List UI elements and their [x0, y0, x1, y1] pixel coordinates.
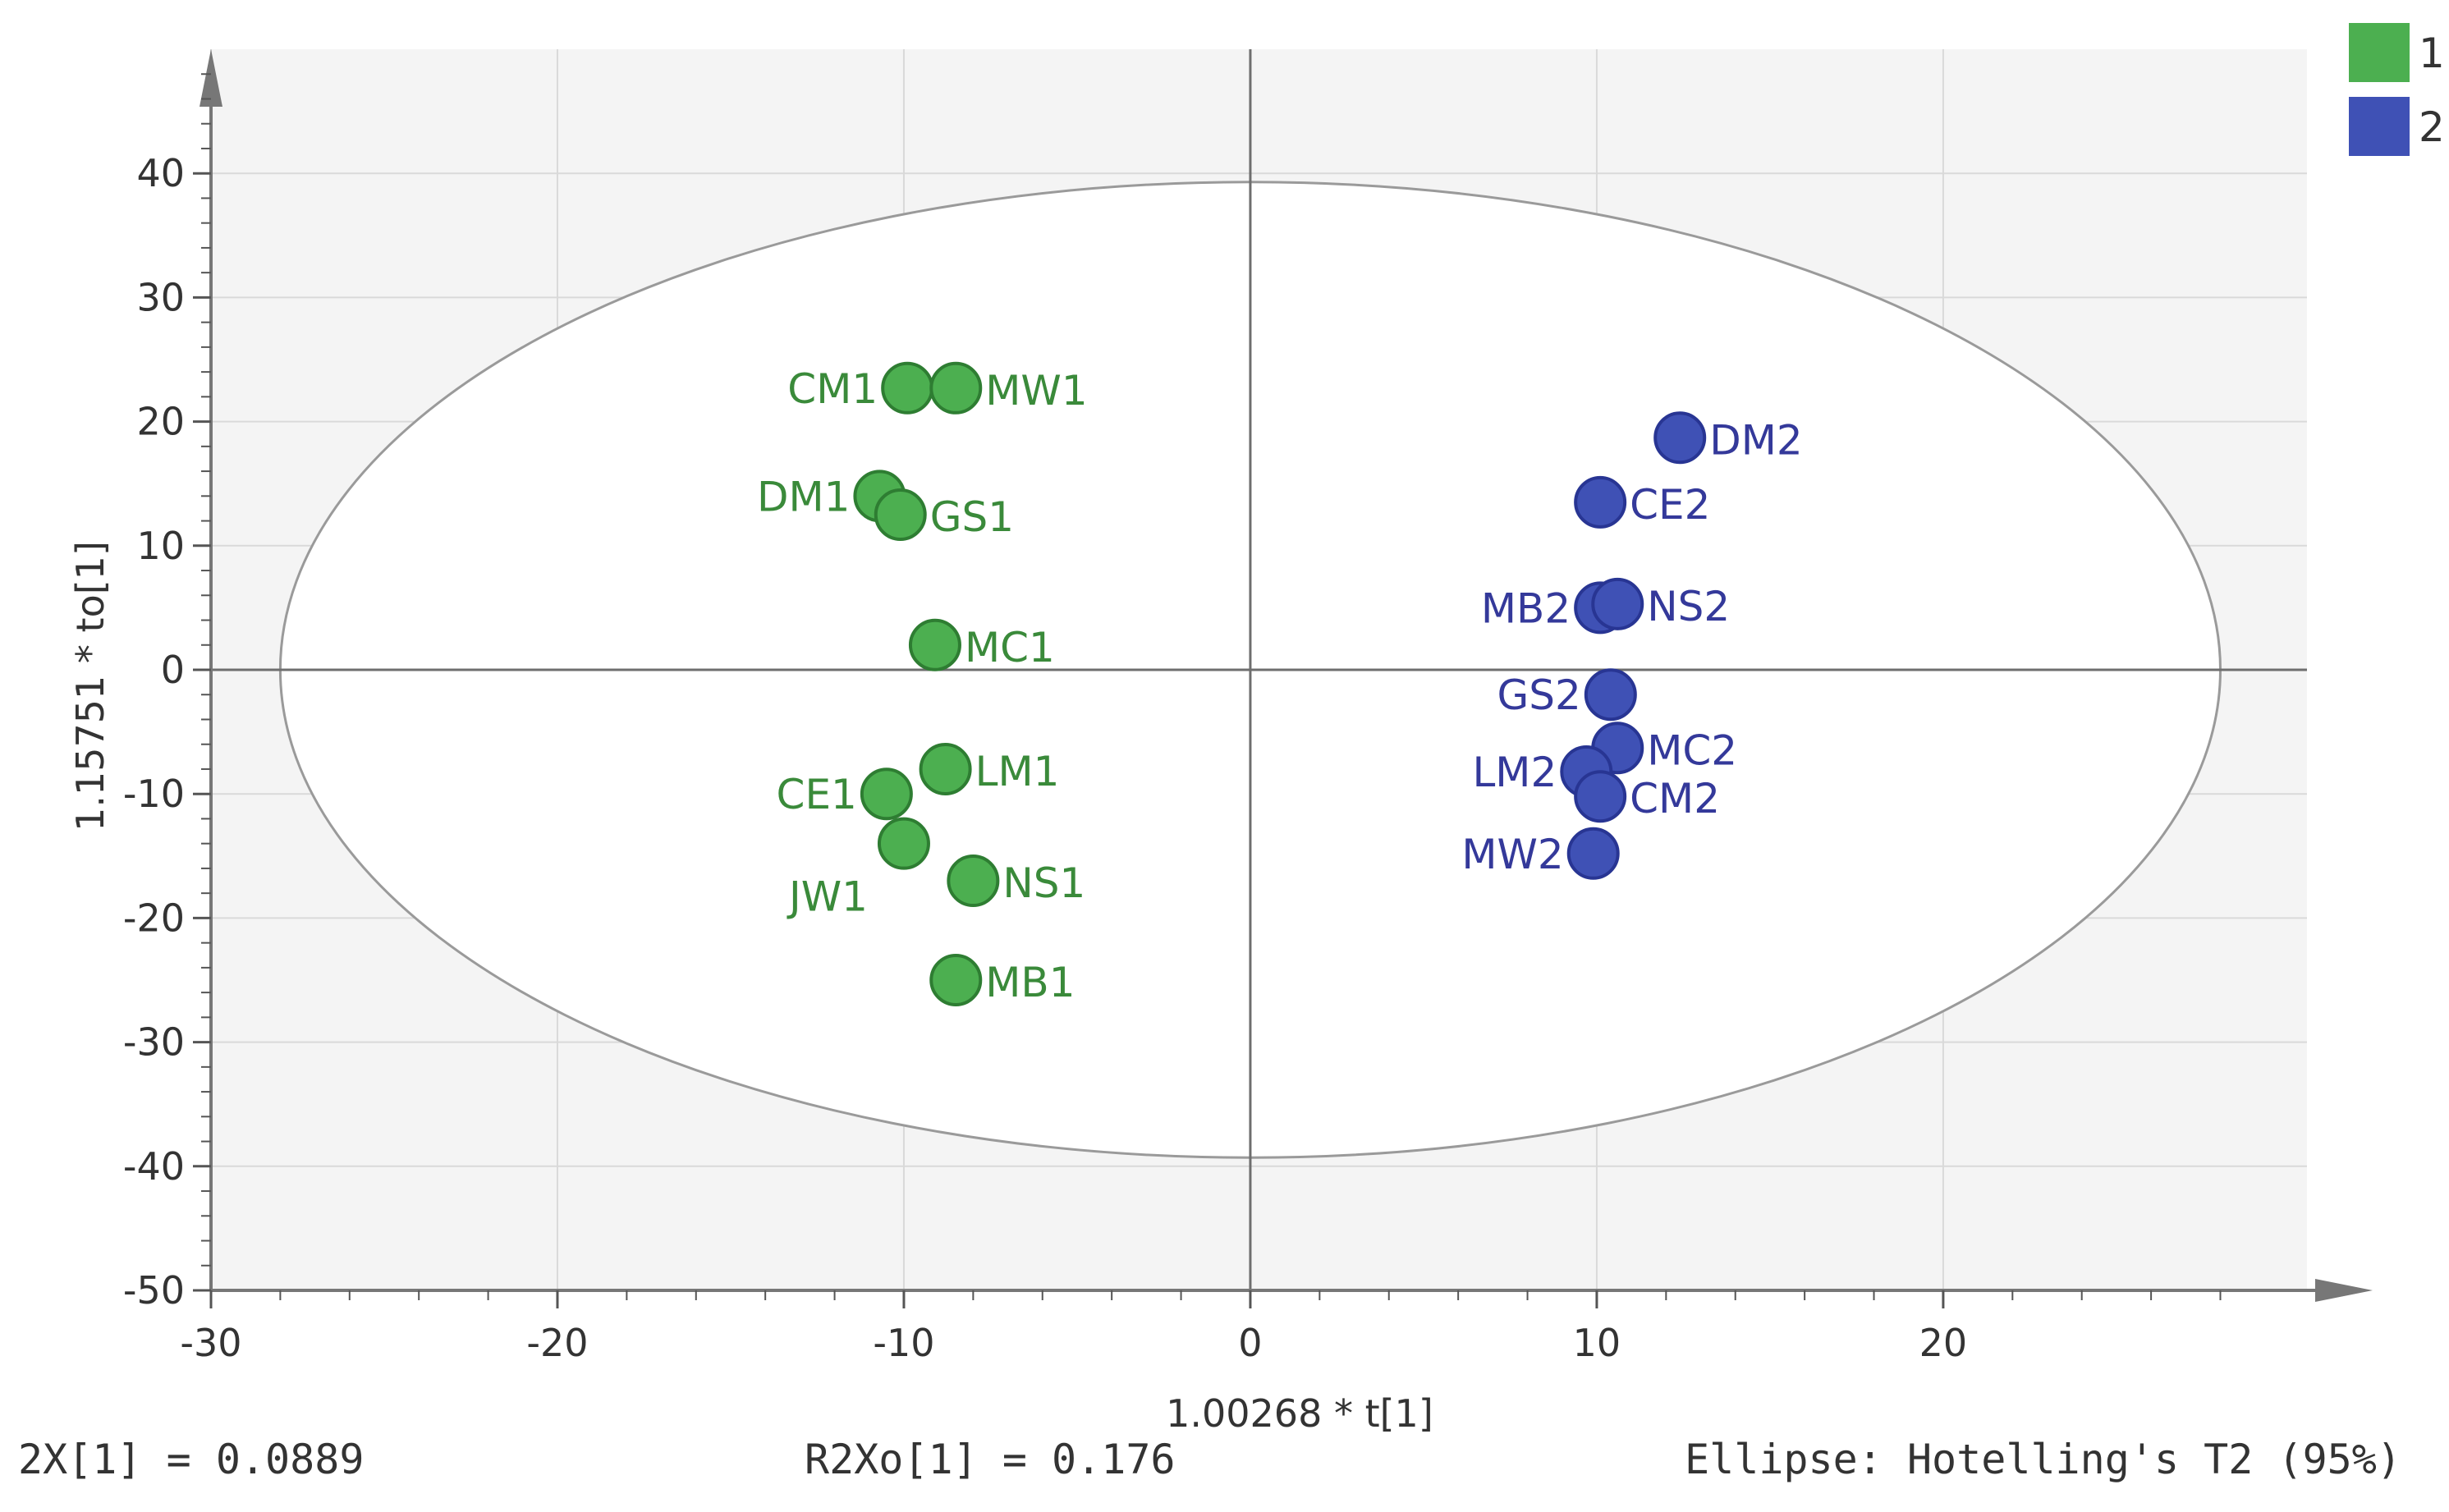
y-axis-title: 1.15751 * to[1] [68, 541, 112, 832]
footer-r2x: 2X[1] = 0.0889 [18, 1436, 364, 1483]
point-MW2 [1566, 827, 1620, 880]
point-CE2 [1574, 475, 1627, 529]
y-tick-label: 0 [161, 648, 185, 692]
point-label-JW1: JW1 [787, 873, 868, 921]
point-label-MC1: MC1 [965, 624, 1055, 671]
y-axis-arrow [199, 49, 222, 107]
y-tick-label: -50 [123, 1268, 185, 1313]
point-label-MC2: MC2 [1647, 726, 1737, 774]
x-axis-arrow [2315, 1279, 2373, 1302]
point-CM2 [1574, 770, 1627, 823]
x-tick-label: 0 [1238, 1321, 1262, 1365]
point-label-CE1: CE1 [777, 771, 857, 818]
point-label-MB1: MB1 [985, 959, 1075, 1006]
point-CM1 [881, 361, 934, 415]
y-tick-label: -30 [123, 1020, 185, 1065]
y-tick-label: -20 [123, 896, 185, 940]
legend-label-1: 1 [2419, 30, 2445, 77]
x-tick-label: -30 [180, 1321, 241, 1365]
x-tick-label: -20 [526, 1321, 588, 1365]
point-label-CM2: CM2 [1630, 775, 1720, 822]
data-points: CM1 MW1 DM1 GS1 MC1 LM1 CE1 JW1 NS1 MB1 DM2 CE2 MB2 N… [757, 361, 1803, 1006]
legend-swatch-1 [2349, 23, 2410, 82]
point-label-MW1: MW1 [985, 367, 1087, 415]
series-1: CM1 MW1 DM1 GS1 MC1 LM1 CE1 JW1 NS1 MB1 [757, 361, 1088, 1006]
y-tick-label: -40 [123, 1144, 185, 1189]
point-GS1 [874, 488, 927, 541]
point-LM1 [919, 742, 972, 795]
point-NS2 [1591, 577, 1644, 630]
point-label-CE2: CE2 [1630, 481, 1710, 529]
point-label-MB2: MB2 [1481, 584, 1571, 632]
point-MC1 [908, 618, 961, 671]
axes [199, 49, 2373, 1302]
point-label-GS1: GS1 [930, 493, 1014, 541]
legend: 12 [2349, 23, 2445, 156]
point-label-CM1: CM1 [787, 365, 878, 413]
point-NS1 [947, 855, 1000, 908]
point-CE1 [860, 767, 913, 821]
point-MW1 [929, 361, 983, 415]
y-tick-label: 10 [136, 524, 185, 568]
footer-ellipse-note: Ellipse: Hotelling's T2 (95%) [1685, 1436, 2401, 1483]
y-tick-label: 20 [136, 400, 185, 444]
y-tick-label: 40 [136, 151, 185, 195]
point-label-NS2: NS2 [1647, 583, 1730, 630]
x-tick-label: 10 [1573, 1321, 1621, 1365]
point-MB1 [929, 954, 983, 1006]
legend-label-2: 2 [2419, 103, 2445, 151]
series-2: DM2 CE2 MB2 NS2 GS2 MC2 LM2 CM2 MW2 [1461, 411, 1803, 880]
zero-lines [211, 49, 2307, 1290]
y-tick-label: 30 [136, 275, 185, 319]
x-axis-title: 1.00268 * t[1] [1166, 1391, 1433, 1436]
point-DM2 [1653, 411, 1707, 465]
axis-ticks: -30 -20 -10 0 10 20 40 30 20 10 0 -10 -20 -30 -40 -50 [123, 73, 2222, 1365]
point-JW1 [877, 817, 930, 870]
point-label-MW2: MW2 [1461, 831, 1563, 878]
point-label-DM2: DM2 [1709, 416, 1802, 464]
point-label-NS1: NS1 [1002, 859, 1085, 907]
point-label-DM1: DM1 [757, 473, 850, 520]
x-tick-label: 20 [1919, 1321, 1968, 1365]
point-label-LM1: LM1 [975, 748, 1060, 795]
footer-r2xo: R2Xo[1] = 0.176 [805, 1436, 1176, 1483]
point-GS2 [1584, 668, 1637, 722]
point-label-GS2: GS2 [1497, 671, 1581, 719]
y-tick-label: -10 [123, 772, 185, 816]
x-tick-label: -10 [873, 1321, 934, 1365]
legend-swatch-2 [2349, 97, 2410, 156]
point-label-LM2: LM2 [1472, 749, 1557, 796]
